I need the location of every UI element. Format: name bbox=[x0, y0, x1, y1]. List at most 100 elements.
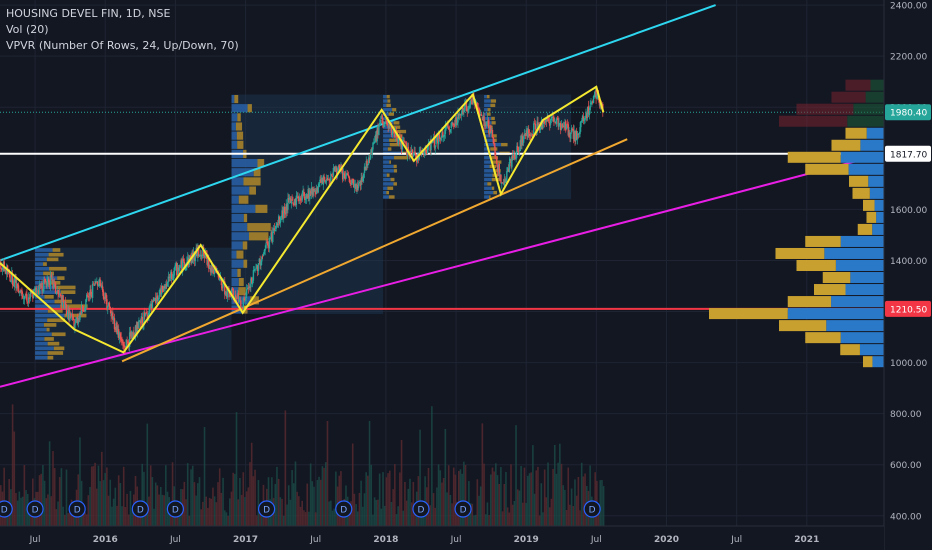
candle-body bbox=[591, 101, 593, 103]
volume-bar bbox=[218, 468, 221, 526]
volume-bar bbox=[452, 467, 455, 526]
candle-body bbox=[529, 135, 532, 137]
candle-body bbox=[80, 304, 83, 314]
candle-body bbox=[105, 293, 107, 299]
volume-bar bbox=[466, 515, 469, 526]
candle-body bbox=[480, 114, 482, 116]
candle-body bbox=[579, 127, 581, 135]
vpvr-row-down bbox=[796, 259, 836, 272]
volume-bar bbox=[282, 515, 285, 526]
volume-bar bbox=[323, 467, 325, 526]
trend-lines bbox=[0, 4, 892, 388]
candle-body bbox=[243, 298, 245, 300]
profile-row-down bbox=[60, 290, 76, 294]
candle-body bbox=[256, 264, 258, 269]
candle-body bbox=[426, 145, 429, 154]
candle-body bbox=[554, 120, 556, 122]
visible-range-volume-profile bbox=[709, 79, 884, 368]
profile-row-up bbox=[231, 131, 237, 140]
symbol-legend[interactable]: HOUSING DEVEL FIN, 1D, NSE bbox=[6, 7, 171, 20]
candle-body bbox=[78, 318, 80, 321]
candle-body bbox=[172, 274, 175, 280]
volume-bar bbox=[85, 514, 88, 526]
candle-body bbox=[2, 261, 5, 268]
volume-bar bbox=[215, 502, 218, 526]
candle-body bbox=[504, 180, 506, 182]
volume-bar bbox=[90, 466, 93, 526]
candle-body bbox=[403, 140, 405, 142]
candle-body bbox=[420, 149, 422, 153]
candle-body bbox=[96, 281, 99, 286]
vpvr-row-up bbox=[853, 103, 884, 115]
profile-row-up bbox=[231, 259, 244, 268]
candle-body bbox=[13, 278, 16, 288]
volume-bar bbox=[471, 503, 474, 526]
candle-body bbox=[194, 254, 197, 262]
candle-body bbox=[377, 127, 379, 135]
candle-body bbox=[469, 105, 471, 107]
candle-body bbox=[457, 113, 459, 123]
volume-bar bbox=[141, 463, 144, 526]
candle-body bbox=[107, 305, 109, 310]
volume-bar bbox=[498, 484, 501, 526]
profile-row-up bbox=[231, 122, 236, 131]
volume-bar bbox=[459, 469, 462, 526]
candle-body bbox=[268, 237, 271, 249]
candle-body bbox=[500, 174, 502, 183]
volume-bar bbox=[457, 470, 460, 526]
candle-body bbox=[493, 143, 495, 146]
candle-body bbox=[570, 132, 572, 139]
volume-bar bbox=[562, 485, 564, 526]
volume-bar bbox=[319, 479, 322, 526]
candle-body bbox=[346, 173, 348, 176]
candle-body bbox=[312, 189, 314, 196]
candle-body bbox=[176, 262, 178, 276]
profile-row-down bbox=[47, 318, 66, 323]
candle-body bbox=[569, 132, 571, 139]
candle-body bbox=[570, 128, 573, 133]
volume-legend[interactable]: Vol (20) bbox=[6, 23, 49, 36]
volume-bar bbox=[580, 462, 583, 526]
candle-body bbox=[32, 291, 34, 299]
vpvr-legend[interactable]: VPVR (Number Of Rows, 24, Up/Down, 70) bbox=[6, 39, 239, 52]
profile-row-up bbox=[231, 195, 239, 204]
candle-body bbox=[341, 170, 344, 180]
volume-bar bbox=[503, 483, 506, 526]
profile-row-up bbox=[383, 186, 388, 190]
profile-row-up bbox=[484, 134, 492, 138]
candle-body bbox=[556, 118, 559, 119]
volume-bar bbox=[47, 494, 49, 526]
candle-body bbox=[11, 272, 13, 281]
profile-row-down bbox=[250, 296, 259, 305]
profile-row-up bbox=[383, 99, 388, 103]
candle-body bbox=[568, 131, 570, 135]
candle-body bbox=[517, 151, 520, 153]
volume-bar bbox=[451, 503, 453, 526]
volume-bar bbox=[232, 472, 234, 526]
candle-body bbox=[97, 283, 100, 287]
candle-body bbox=[384, 124, 386, 127]
candle-body bbox=[318, 182, 320, 187]
candle-body bbox=[106, 299, 108, 309]
candle-body bbox=[557, 118, 559, 127]
candle-body bbox=[533, 123, 536, 125]
candle-body bbox=[448, 128, 451, 132]
volume-bar bbox=[545, 497, 548, 526]
candle-body bbox=[292, 201, 294, 204]
profile-row-down bbox=[243, 213, 248, 223]
candle-body bbox=[381, 115, 383, 124]
candle-body bbox=[129, 331, 132, 337]
profile-row-up bbox=[383, 108, 393, 112]
candle-body bbox=[314, 190, 316, 191]
candle-body bbox=[479, 114, 481, 117]
candle-body bbox=[394, 134, 396, 138]
candle-body bbox=[536, 121, 538, 133]
candle-body bbox=[527, 128, 529, 138]
candle-body bbox=[291, 199, 293, 201]
candle-body bbox=[411, 149, 414, 157]
candle-body bbox=[57, 290, 59, 295]
candle-body bbox=[104, 293, 106, 300]
candle-body bbox=[166, 281, 169, 287]
